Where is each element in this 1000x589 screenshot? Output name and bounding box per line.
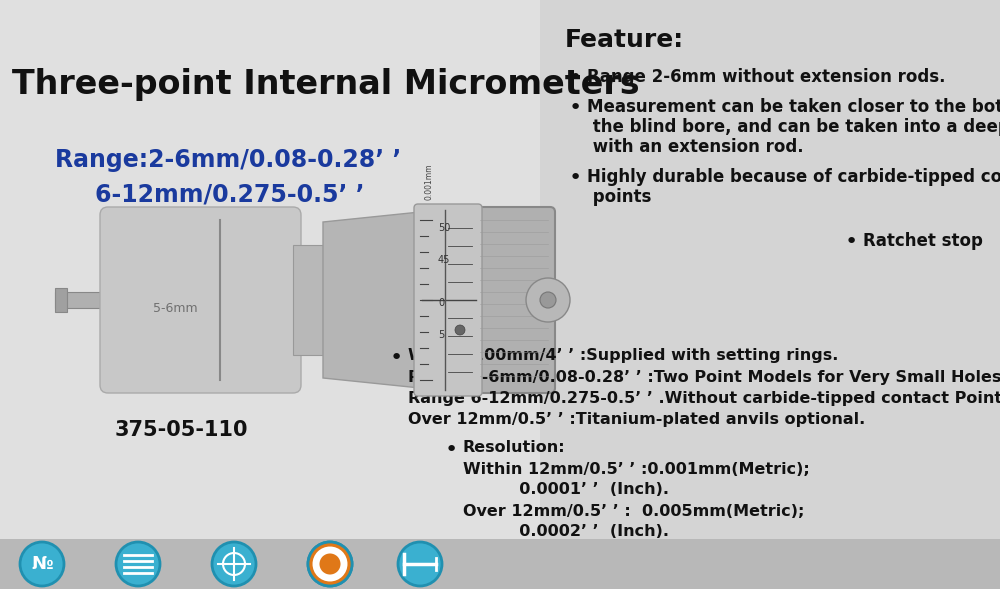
- Circle shape: [20, 542, 64, 586]
- Text: 5: 5: [438, 330, 444, 340]
- Text: Within 12mm/0.5’ ’ :0.001mm(Metric);: Within 12mm/0.5’ ’ :0.001mm(Metric);: [463, 462, 810, 477]
- Bar: [55, 292, 115, 308]
- Text: Range 2-6mm without extension rods.: Range 2-6mm without extension rods.: [587, 68, 946, 86]
- Text: •: •: [569, 68, 582, 88]
- Text: Range:2-6mm/0.08-0.28’ ’: Range:2-6mm/0.08-0.28’ ’: [55, 148, 401, 172]
- Text: Feature:: Feature:: [565, 28, 684, 52]
- Text: 5-6mm: 5-6mm: [153, 302, 197, 315]
- Bar: [0, 539, 1000, 589]
- Text: •: •: [569, 168, 582, 188]
- Text: Ratchet stop: Ratchet stop: [863, 232, 983, 250]
- Text: •: •: [390, 348, 403, 368]
- Text: Range 6-12mm/0.275-0.5’ ’ .Without carbide-tipped contact Points.: Range 6-12mm/0.275-0.5’ ’ .Without carbi…: [408, 391, 1000, 406]
- FancyBboxPatch shape: [414, 204, 482, 396]
- Text: the blind bore, and can be taken into a deep hole: the blind bore, and can be taken into a …: [587, 118, 1000, 136]
- Polygon shape: [323, 212, 420, 388]
- Circle shape: [308, 542, 352, 586]
- Text: Measurement can be taken closer to the bottom of: Measurement can be taken closer to the b…: [587, 98, 1000, 116]
- Text: №: №: [31, 555, 53, 573]
- Text: •: •: [569, 98, 582, 118]
- Circle shape: [308, 542, 352, 586]
- Text: 0.0001’ ’  (Inch).: 0.0001’ ’ (Inch).: [463, 482, 669, 497]
- FancyBboxPatch shape: [100, 207, 301, 393]
- Circle shape: [212, 542, 256, 586]
- FancyBboxPatch shape: [0, 0, 540, 589]
- FancyBboxPatch shape: [540, 0, 1000, 589]
- Text: 375-05-110: 375-05-110: [115, 420, 248, 440]
- Text: Three-point Internal Micrometers: Three-point Internal Micrometers: [12, 68, 640, 101]
- Circle shape: [526, 278, 570, 322]
- Circle shape: [455, 325, 465, 335]
- Text: 0.0002’ ’  (Inch).: 0.0002’ ’ (Inch).: [463, 524, 669, 539]
- Circle shape: [540, 292, 556, 308]
- Text: 45: 45: [438, 255, 450, 265]
- Text: Over 12mm/0.5’ ’ :  0.005mm(Metric);: Over 12mm/0.5’ ’ : 0.005mm(Metric);: [463, 504, 804, 519]
- Text: •: •: [445, 440, 458, 460]
- FancyBboxPatch shape: [473, 207, 555, 393]
- Text: Resolution:: Resolution:: [463, 440, 566, 455]
- Circle shape: [398, 542, 442, 586]
- Text: with an extension rod.: with an extension rod.: [587, 138, 804, 156]
- Bar: [55, 288, 67, 312]
- Text: 0: 0: [438, 298, 444, 308]
- Text: Over 12mm/0.5’ ’ :Titanium-plated anvils optional.: Over 12mm/0.5’ ’ :Titanium-plated anvils…: [408, 412, 865, 427]
- Text: points: points: [587, 188, 651, 206]
- Text: Highly durable because of carbide-tipped contact: Highly durable because of carbide-tipped…: [587, 168, 1000, 186]
- Text: 0.001mm: 0.001mm: [424, 164, 433, 200]
- Text: 50: 50: [438, 223, 450, 233]
- Circle shape: [116, 542, 160, 586]
- Bar: [293, 245, 323, 355]
- Text: Within 100mm/4’ ’ :Supplied with setting rings.: Within 100mm/4’ ’ :Supplied with setting…: [408, 348, 838, 363]
- Text: Range 2-6mm/0.08-0.28’ ’ :Two Point Models for Very Small Holes.: Range 2-6mm/0.08-0.28’ ’ :Two Point Mode…: [408, 370, 1000, 385]
- Text: 6-12mm/0.275-0.5’ ’: 6-12mm/0.275-0.5’ ’: [95, 182, 364, 206]
- Text: •: •: [845, 232, 858, 252]
